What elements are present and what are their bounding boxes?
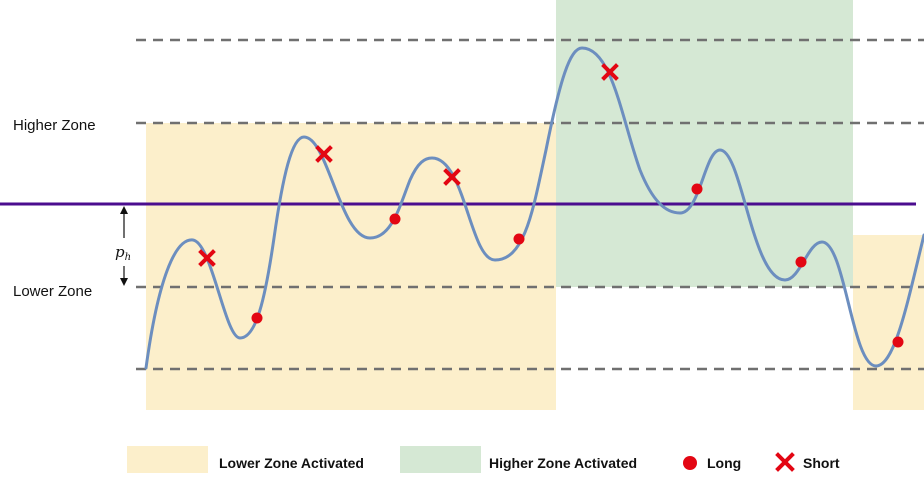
short-markers [198,63,619,267]
long-marker [691,183,703,195]
legend-lower-swatch [127,446,208,473]
short-marker [198,249,216,267]
long-marker [513,233,525,245]
long-markers [251,183,904,348]
lower-zone-activated-region-1 [146,123,556,410]
legend-higher-swatch [400,446,481,473]
short-marker [601,63,619,81]
ph-arrow [120,206,128,286]
lower-zone-activated-region-2 [853,235,924,410]
short-marker [315,145,333,163]
long-marker [251,312,263,324]
long-marker [389,213,401,225]
short-marker [443,168,461,186]
red-cross-icon [775,452,795,472]
red-circle-icon [683,456,697,470]
higher-zone-activated-region [556,0,853,287]
legend-lower-label: Lower Zone Activated [219,455,364,471]
legend-long-label: Long [707,455,741,471]
long-marker [892,336,904,348]
long-marker [795,256,807,268]
legend-higher-label: Higher Zone Activated [489,455,637,471]
higher-zone-label: Higher Zone [13,117,96,134]
price-curve [144,46,924,370]
legend: Lower Zone Activated Higher Zone Activat… [127,446,840,473]
ph-label: ph [115,243,131,263]
legend-short-label: Short [803,455,840,471]
lower-zone-label: Lower Zone [13,283,92,300]
